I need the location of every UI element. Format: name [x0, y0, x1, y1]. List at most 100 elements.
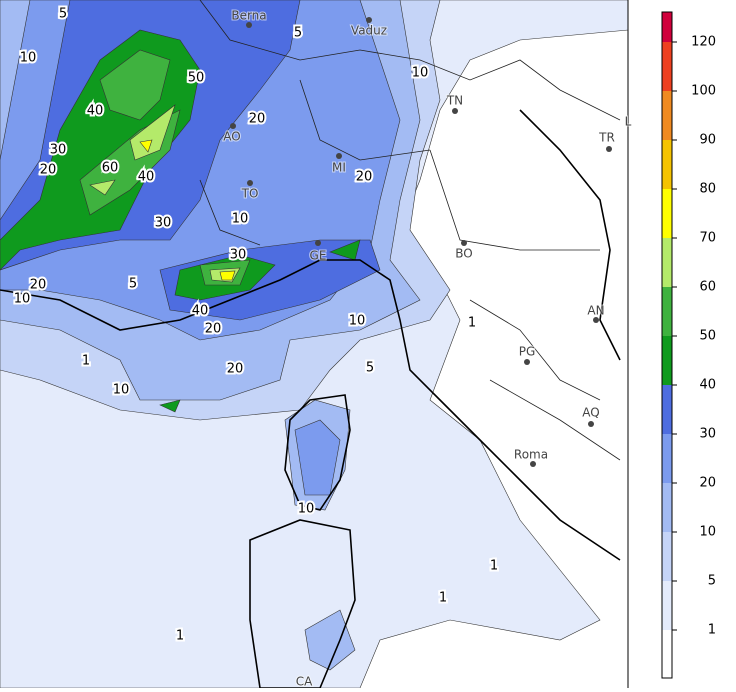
city-label: BO	[455, 247, 472, 261]
contour-area	[89, 104, 241, 283]
colorbar-band	[662, 434, 672, 483]
city-dot	[315, 240, 321, 246]
city-dot	[246, 22, 252, 28]
contour-label: 10	[412, 66, 429, 81]
contour-label: 20	[356, 170, 373, 185]
contour-label: 30	[155, 216, 172, 231]
colorbar-label: 50	[699, 329, 716, 344]
contour-label: 5	[294, 26, 302, 41]
contour-label: 1	[82, 354, 90, 369]
colorbar-band	[662, 483, 672, 532]
colorbar-label: 100	[691, 84, 716, 99]
contour-area	[79, 49, 251, 286]
colorbar-band	[662, 189, 672, 238]
contour-label: 5	[59, 7, 67, 22]
contour-label: 40	[87, 104, 104, 119]
contour-label: 30	[50, 143, 67, 158]
contour-label: 20	[227, 362, 244, 377]
city-dot	[366, 17, 372, 23]
contour-label: 10	[298, 502, 315, 517]
contour-label: 1	[490, 559, 498, 574]
city-label: TN	[446, 94, 463, 108]
city-dot	[606, 146, 612, 152]
city-dot	[336, 153, 342, 159]
city-dot	[588, 421, 594, 427]
contour-label: 10	[14, 292, 31, 307]
contour-label: 60	[102, 161, 119, 176]
contour-area	[304, 609, 356, 671]
city-label: Vaduz	[351, 24, 387, 38]
contour-label: 20	[249, 112, 266, 127]
coastline	[284, 394, 351, 511]
city-dot	[247, 180, 253, 186]
contour-label: 20	[30, 278, 47, 293]
city-label: AN	[587, 304, 604, 318]
colorbar-label: 20	[699, 476, 716, 491]
contour-label: 1	[468, 316, 476, 331]
contour-label: 50	[188, 71, 205, 86]
colorbar-band	[662, 42, 672, 91]
city-label: PG	[519, 345, 536, 359]
colorbar-band	[662, 91, 672, 140]
colorbar-band	[662, 140, 672, 189]
contour-area	[294, 419, 341, 496]
city-label: MI	[332, 161, 346, 175]
border	[199, 0, 621, 461]
contour-label: 40	[192, 304, 209, 319]
city-dot	[530, 461, 536, 467]
contour-label: 1	[439, 591, 447, 606]
contour-label: 10	[113, 383, 130, 398]
colorbar-label: 70	[699, 231, 716, 246]
city-label: TR	[598, 131, 615, 145]
colorbar-band	[662, 238, 672, 287]
city-dot	[593, 317, 599, 323]
city-dot	[230, 123, 236, 129]
colorbar-band	[662, 532, 672, 581]
city-dot	[524, 359, 530, 365]
city-label: Roma	[514, 448, 548, 462]
city-dot	[452, 108, 458, 114]
city-label: AQ	[582, 406, 599, 420]
contour-label: 5	[366, 361, 374, 376]
colorbar-band	[662, 12, 672, 42]
contour-label: 10	[20, 51, 37, 66]
city-label: AO	[223, 130, 240, 144]
colorbar: 1 5 10 20 30 40 50 60 70 80 90 100 120	[661, 11, 716, 679]
city-label: GE	[310, 249, 327, 263]
colorbar-label: 90	[699, 133, 716, 148]
contour-label: 5	[129, 277, 137, 292]
colorbar-label: 5	[708, 574, 716, 589]
colorbar-label: 120	[691, 35, 716, 50]
coastline	[519, 109, 621, 361]
labels: Berna Vaduz TN TR L AO MI TO GE BO AN PG AQ Roma CA 5 5 1…	[12, 5, 633, 690]
city-dot	[461, 240, 467, 246]
contour-label: 20	[40, 163, 57, 178]
contour-label: 10	[232, 212, 249, 227]
colorbar-label: 1	[708, 623, 716, 638]
coastline	[249, 519, 356, 689]
coastline	[0, 259, 621, 561]
contour-label: 10	[349, 314, 366, 329]
colorbar-label: 40	[699, 378, 716, 393]
colorbar-label: 80	[699, 182, 716, 197]
city-label: L	[625, 115, 632, 129]
city-label: TO	[241, 187, 259, 201]
colorbar-band	[662, 287, 672, 336]
city-label: CA	[296, 675, 313, 689]
colorbar-band	[662, 581, 672, 630]
contour-label: 40	[138, 170, 155, 185]
colorbar-band	[662, 630, 672, 678]
contour-label: 30	[230, 248, 247, 263]
colorbar-band	[662, 336, 672, 385]
colorbar-label: 30	[699, 427, 716, 442]
map-area	[0, 0, 629, 689]
colorbar-frame	[661, 11, 673, 679]
colorbar-label: 60	[699, 280, 716, 295]
colorbar-label: 10	[699, 525, 716, 540]
colorbar-band	[662, 385, 672, 434]
contour-area	[139, 139, 236, 281]
contour-label: 1	[176, 629, 184, 644]
city-label: Berna	[231, 9, 266, 23]
contour-label: 20	[205, 322, 222, 337]
